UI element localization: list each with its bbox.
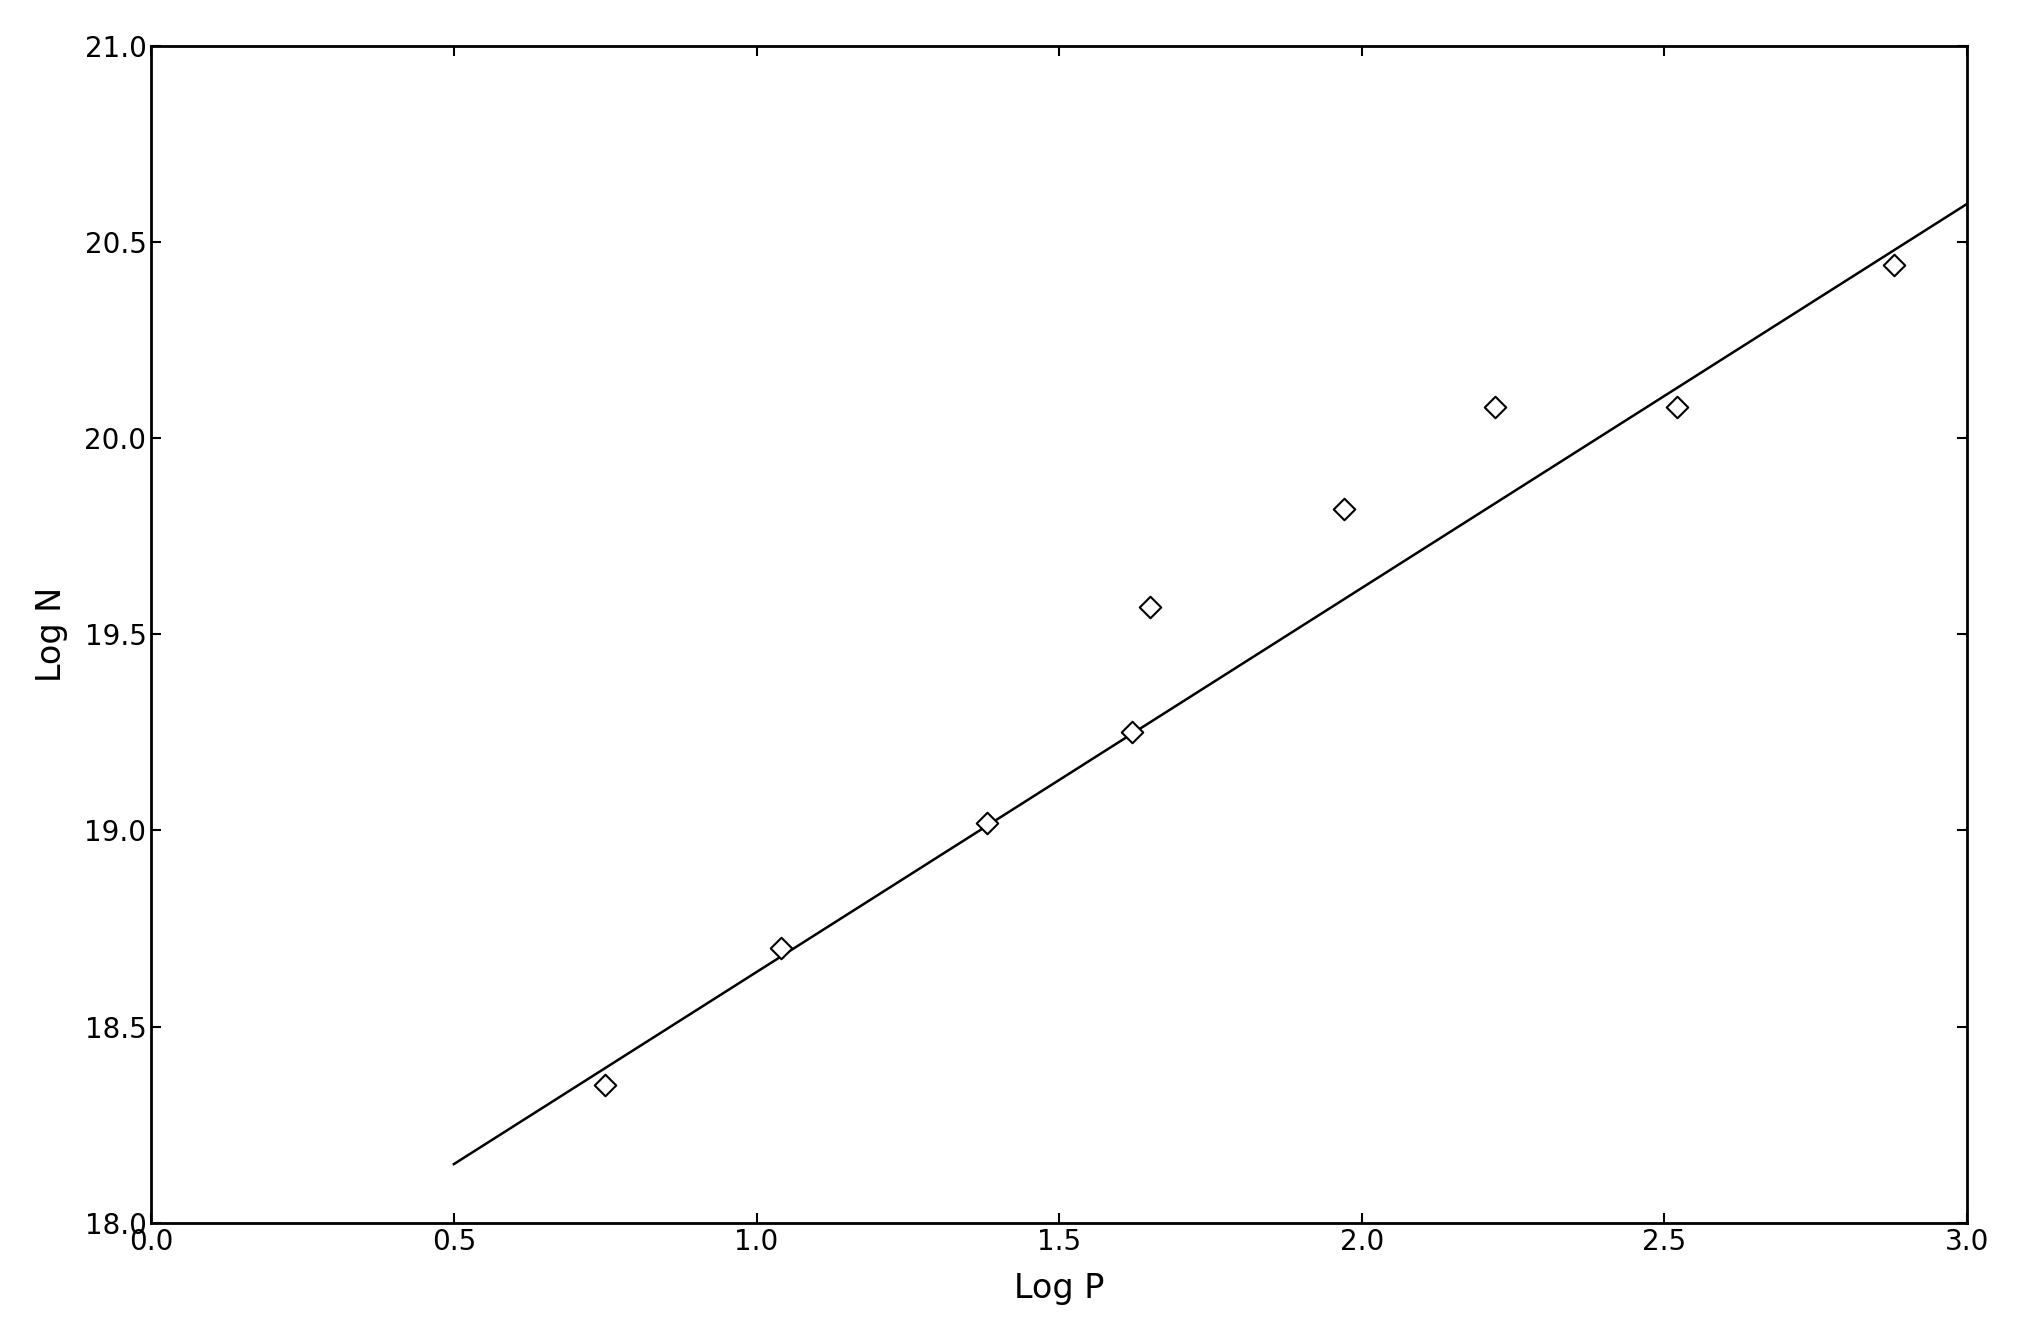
Point: [1877, 255, 1910, 276]
Point: [1115, 722, 1147, 744]
X-axis label: Log P: Log P: [1014, 1272, 1105, 1305]
Point: [1659, 395, 1691, 417]
Point: [1327, 498, 1359, 520]
Point: [1133, 596, 1165, 618]
Point: [969, 812, 1001, 833]
Point: [765, 938, 797, 959]
Point: [589, 1075, 621, 1096]
Point: [1479, 395, 1511, 417]
Y-axis label: Log N: Log N: [34, 587, 67, 682]
